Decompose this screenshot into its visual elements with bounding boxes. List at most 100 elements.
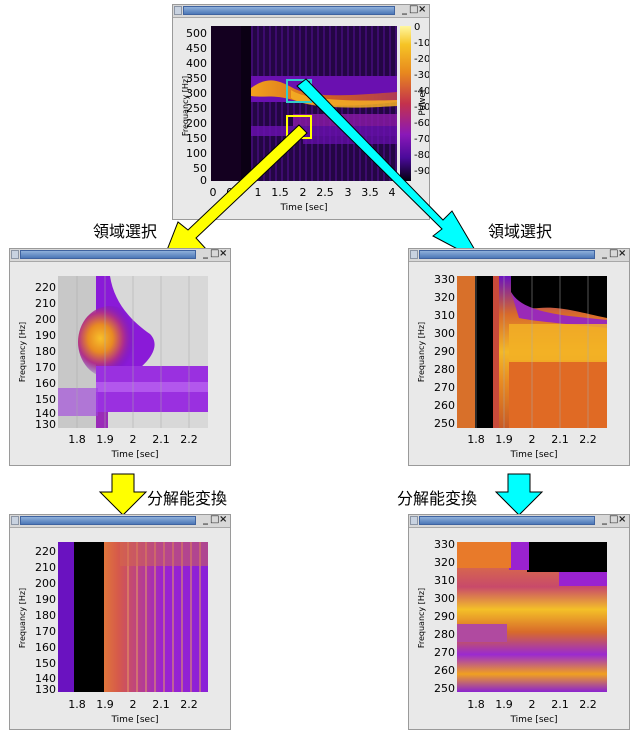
zoom-window-low: _ □ × 220 210 200 190 <box>9 248 231 466</box>
colorbar-label: Power <box>418 88 428 116</box>
ytick: 330 <box>434 273 455 286</box>
title-bar[interactable]: _ □ × <box>409 248 629 262</box>
xtick: 2.1 <box>551 698 569 711</box>
xtick: 2.2 <box>579 698 597 711</box>
title-bar[interactable]: _ □ × <box>409 514 629 528</box>
colorbar-tick: -10 <box>414 38 429 49</box>
xtick: 2 <box>529 433 536 446</box>
title-bar[interactable]: _ □ × <box>173 4 429 18</box>
maximize-button[interactable]: □ <box>210 514 220 525</box>
xtick: 1.5 <box>271 186 289 199</box>
xtick: 2.2 <box>180 698 198 711</box>
spectrogram-full-figure: 500 450 400 350 300 250 200 150 100 50 0… <box>181 22 429 213</box>
window-icon <box>174 6 182 15</box>
minimize-button[interactable]: _ <box>602 248 607 259</box>
ytick: 280 <box>434 628 455 641</box>
xtick: 1.8 <box>68 433 86 446</box>
title-bar-fill <box>183 6 395 15</box>
window-icon <box>410 250 418 259</box>
ytick: 220 <box>35 281 56 294</box>
converted-window-low: _ □ × 220 210 200 190 180 17 <box>9 514 231 730</box>
x-axis-label: Time [sec] <box>110 450 158 460</box>
ytick: 180 <box>35 345 56 358</box>
y-axis-label: Frequancy [Hz] <box>18 322 27 382</box>
close-button[interactable]: × <box>219 248 228 259</box>
colorbar <box>400 26 411 181</box>
xtick: 1.9 <box>495 698 513 711</box>
ytick: 190 <box>35 329 56 342</box>
close-button[interactable]: × <box>618 248 627 259</box>
caption-resolution-transform-right: 分解能変換 <box>397 489 478 508</box>
close-button[interactable]: × <box>618 514 627 525</box>
ytick: 210 <box>35 561 56 574</box>
cyan-down-arrow <box>494 473 544 516</box>
colorbar-tick: -80 <box>414 150 429 161</box>
xtick: 2.1 <box>152 698 170 711</box>
ytick: 140 <box>35 672 56 685</box>
xtick: 3 <box>345 186 352 199</box>
maximize-button[interactable]: □ <box>210 248 220 259</box>
ytick: 170 <box>35 361 56 374</box>
xtick: 1.8 <box>68 698 86 711</box>
ytick: 270 <box>434 646 455 659</box>
ytick: 130 <box>35 418 56 431</box>
ytick: 150 <box>35 393 56 406</box>
converted-window-high: _ □ × 330 320 310 300 290 28 <box>408 514 630 730</box>
ytick: 210 <box>35 297 56 310</box>
xtick: 1 <box>255 186 262 199</box>
minimize-button[interactable]: _ <box>203 514 208 525</box>
window-icon <box>11 250 19 259</box>
window-icon <box>410 516 418 525</box>
xtick: 1.8 <box>467 698 485 711</box>
xtick: 2 <box>130 698 137 711</box>
close-button[interactable]: × <box>219 514 228 525</box>
ytick: 320 <box>434 556 455 569</box>
zoom-high-figure: 330 320 310 300 290 280 270 260 250 Freq… <box>417 273 607 460</box>
ytick: 260 <box>434 399 455 412</box>
maximize-button[interactable]: □ <box>409 4 419 15</box>
y-axis-label: Frequancy [Hz] <box>181 76 190 136</box>
title-bar[interactable]: _ □ × <box>10 514 230 528</box>
ytick: 320 <box>434 291 455 304</box>
title-bar-fill <box>419 250 595 259</box>
xtick: 4 <box>389 186 396 199</box>
colorbar-tick: -90 <box>414 166 429 177</box>
xtick: 1.9 <box>96 698 114 711</box>
ytick: 290 <box>434 610 455 623</box>
maximize-button[interactable]: □ <box>609 248 619 259</box>
colorbar-tick: -20 <box>414 54 429 65</box>
spectrogram-window-full: _ □ × <box>172 4 430 220</box>
xtick: 2.2 <box>579 433 597 446</box>
yellow-down-arrow <box>98 473 148 516</box>
xtick: 2 <box>300 186 307 199</box>
y-axis-label: Frequancy [Hz] <box>417 588 426 648</box>
ytick: 300 <box>434 592 455 605</box>
ytick: 200 <box>35 577 56 590</box>
x-axis-label: Time [sec] <box>509 715 557 725</box>
ytick: 310 <box>434 309 455 322</box>
title-bar[interactable]: _ □ × <box>10 248 230 262</box>
ytick: 160 <box>35 641 56 654</box>
ytick: 100 <box>186 147 207 160</box>
colorbar-tick: 0 <box>414 22 420 33</box>
ytick: 160 <box>35 377 56 390</box>
zoom-window-high: _ □ × 330 320 310 <box>408 248 630 466</box>
ytick: 190 <box>35 593 56 606</box>
maximize-button[interactable]: □ <box>609 514 619 525</box>
converted-high-figure: 330 320 310 300 290 280 270 260 250 Freq… <box>417 538 607 725</box>
ytick: 150 <box>35 657 56 670</box>
ytick: 300 <box>186 87 207 100</box>
minimize-button[interactable]: _ <box>602 514 607 525</box>
ytick: 250 <box>186 102 207 115</box>
xtick: 2.1 <box>152 433 170 446</box>
xtick: 2.5 <box>316 186 334 199</box>
ytick: 330 <box>434 538 455 551</box>
minimize-button[interactable]: _ <box>402 4 407 15</box>
xtick: 2.1 <box>551 433 569 446</box>
ytick: 310 <box>434 574 455 587</box>
minimize-button[interactable]: _ <box>203 248 208 259</box>
ytick: 140 <box>35 407 56 420</box>
xtick: 1.9 <box>96 433 114 446</box>
title-bar-fill <box>20 250 196 259</box>
close-button[interactable]: × <box>418 4 427 15</box>
